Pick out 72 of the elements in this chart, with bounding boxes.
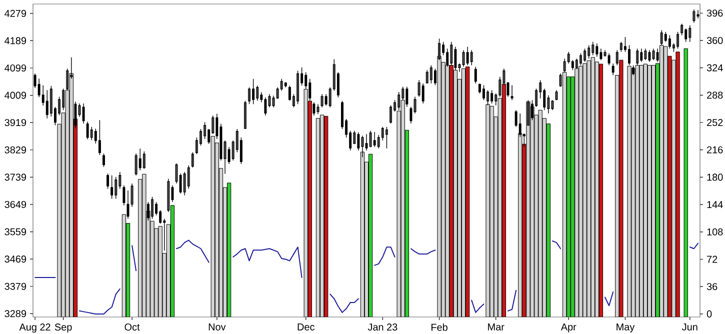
candlestick <box>430 64 432 84</box>
x-tick-label: Aug 22 <box>19 324 50 333</box>
candlestick <box>608 53 610 66</box>
y2-tick-label: 360 <box>706 36 723 44</box>
candlestick <box>470 50 473 66</box>
y2-tick-label: 288 <box>707 92 723 99</box>
y-tick-label: 4009 <box>4 92 26 99</box>
y-tick-label: 3379 <box>4 282 26 290</box>
y2-tick-label: 0 <box>706 310 712 318</box>
candlestick <box>369 130 372 148</box>
y-tick-label: 4279 <box>4 10 26 17</box>
y-tick-label: 3649 <box>4 200 26 208</box>
y2-tick-label: 180 <box>707 174 723 181</box>
candlestick <box>551 100 554 110</box>
candlestick <box>82 103 85 124</box>
candlestick <box>252 78 255 104</box>
candlestick <box>510 84 514 100</box>
candlestick <box>422 83 424 104</box>
candlestick <box>98 120 101 156</box>
candlestick <box>410 106 412 124</box>
candlestick <box>46 90 48 119</box>
x-tick-label: Sep <box>54 324 72 333</box>
candlestick <box>604 50 606 58</box>
candlestick <box>179 173 182 194</box>
candlestick <box>596 43 598 58</box>
candlestick <box>102 153 105 168</box>
x-tick-label: Nov <box>208 324 226 330</box>
x-tick-label: Feb <box>432 324 448 331</box>
y-tick-label: 4189 <box>4 37 26 44</box>
x-tick-label: Jan 23 <box>368 324 398 331</box>
y2-tick-label: 324 <box>706 64 723 72</box>
y-tick-label: 3829 <box>4 146 26 154</box>
y-tick-label: 3559 <box>4 228 26 236</box>
x-tick-label: May <box>616 324 635 332</box>
candlestick <box>373 132 376 148</box>
candlestick <box>414 96 416 114</box>
y2-tick-label: 252 <box>707 118 723 126</box>
candlestick <box>284 82 287 88</box>
y2-tick-label: 36 <box>706 283 718 290</box>
candlestick <box>692 9 696 24</box>
y-tick-label: 3289 <box>4 310 26 318</box>
x-tick-label: Jun <box>682 324 698 330</box>
candlestick <box>688 24 692 42</box>
candlestick <box>130 183 134 208</box>
candlestick <box>644 48 647 60</box>
y-tick-label: 3919 <box>4 119 26 126</box>
y-tick-label: 4099 <box>4 64 26 72</box>
y2-tick-label: 72 <box>707 256 718 263</box>
candlestick <box>320 94 324 108</box>
candlestick <box>652 48 655 60</box>
candlestick <box>648 50 651 62</box>
candlestick <box>676 32 680 49</box>
candlestick <box>316 104 320 114</box>
candlestick <box>490 90 494 104</box>
candlestick <box>385 126 388 149</box>
x-tick-label: Apr <box>560 324 576 332</box>
x-tick-label: Dec <box>298 324 314 330</box>
candlestick <box>110 175 114 200</box>
candlestick <box>640 48 643 62</box>
y2-tick-label: 216 <box>707 146 723 154</box>
y2-tick-label: 108 <box>707 228 723 236</box>
x-tick-label: Mar <box>488 324 504 330</box>
y2-tick-label: 396 <box>706 10 723 17</box>
candlestick <box>122 185 126 206</box>
x-tick-label: Oct <box>124 324 140 331</box>
candlestick <box>365 134 368 151</box>
y-tick-label: 3469 <box>4 256 26 263</box>
candlestick <box>106 173 110 190</box>
y-tick-label: 3739 <box>4 174 26 181</box>
y2-tick-label: 144 <box>707 201 723 208</box>
candlestick <box>86 121 89 140</box>
candlestick <box>296 70 300 104</box>
